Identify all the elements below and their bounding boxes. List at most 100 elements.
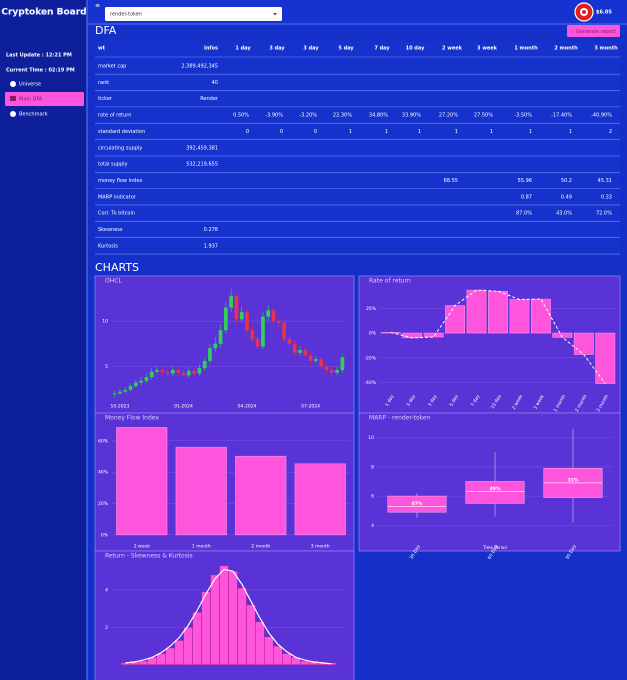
table-cell: 55.96 bbox=[518, 178, 532, 184]
histogram-bar bbox=[183, 627, 193, 666]
histogram-bar bbox=[201, 591, 211, 666]
y-tick-label: 0% bbox=[369, 331, 377, 337]
chart-title: Rate of return bbox=[369, 278, 411, 285]
table-header: 1 month bbox=[514, 46, 538, 52]
y-tick-label: 20% bbox=[366, 306, 377, 312]
row-label: market cap bbox=[98, 64, 126, 70]
token-select-value[interactable]: render-token bbox=[110, 12, 142, 18]
table-header: 2 week bbox=[442, 46, 463, 52]
candle-body bbox=[213, 343, 218, 349]
histogram-bar bbox=[237, 587, 247, 666]
histogram-bar bbox=[246, 604, 256, 666]
x-tick-label: 2 week bbox=[134, 544, 151, 550]
x-axis-label: Time Period bbox=[482, 545, 507, 550]
candle-body bbox=[335, 369, 339, 373]
candle-body bbox=[192, 370, 196, 374]
generate-report-button[interactable] bbox=[567, 25, 620, 37]
table-cell: 22.30% bbox=[333, 113, 352, 119]
candle-body bbox=[128, 386, 133, 390]
table-cell: 68.55 bbox=[444, 178, 458, 184]
candle-body bbox=[298, 350, 302, 353]
chart-title: Return - Skewness & Kurtosis bbox=[105, 553, 193, 560]
candle-body bbox=[329, 369, 334, 373]
candle-body bbox=[144, 377, 149, 381]
nav-active-bg[interactable] bbox=[5, 92, 84, 106]
nav-item-active[interactable]: Main DFA bbox=[19, 97, 43, 103]
table-cell: 27.20% bbox=[439, 113, 458, 119]
row-label: circulating supply bbox=[98, 145, 142, 151]
table-cell: 2 bbox=[609, 129, 612, 135]
row-label: MARP indicator bbox=[98, 194, 137, 200]
table-cell: 0.49 bbox=[561, 194, 572, 200]
table-header: 5 day bbox=[338, 46, 354, 52]
select-arrow bbox=[273, 13, 277, 16]
table-header: 3 week bbox=[477, 46, 498, 52]
table-cell: 1 bbox=[569, 129, 572, 135]
menu-icon[interactable]: ≡ bbox=[95, 3, 100, 10]
table-cell: 50.2 bbox=[561, 178, 572, 184]
trend-line bbox=[390, 289, 606, 384]
table-cell: 27.50% bbox=[474, 113, 493, 119]
histogram-bar bbox=[264, 636, 274, 666]
candle-body bbox=[250, 330, 255, 340]
candle-body bbox=[239, 312, 244, 320]
bar bbox=[445, 305, 465, 334]
histogram-bar bbox=[255, 621, 265, 666]
row-label: money flow index bbox=[98, 178, 142, 184]
x-tick-label: 3 month bbox=[311, 544, 330, 550]
table-header: 2 month bbox=[554, 46, 578, 52]
nav-item[interactable]: Universe bbox=[19, 82, 41, 88]
candle-body bbox=[261, 316, 265, 347]
box-label: 87% bbox=[412, 501, 423, 507]
bar bbox=[531, 298, 551, 334]
table-cell: 0.50% bbox=[233, 113, 249, 119]
nav-item[interactable]: Benchmark bbox=[19, 112, 48, 118]
nav-icon bbox=[10, 96, 16, 101]
box-body bbox=[465, 481, 525, 504]
candle-body bbox=[197, 368, 202, 374]
y-tick-label: 20% bbox=[98, 501, 109, 507]
token-price: $6.05 bbox=[596, 10, 612, 16]
table-cell: -3.50% bbox=[514, 113, 532, 119]
bar bbox=[573, 332, 594, 355]
y-tick-label: 10 bbox=[102, 319, 108, 325]
candle-body bbox=[202, 360, 207, 369]
table-cell: -40.90% bbox=[591, 113, 612, 119]
x-tick-label: 07-2024 bbox=[301, 404, 320, 410]
table-cell: 532,219,655 bbox=[186, 162, 218, 168]
candle-body bbox=[133, 382, 138, 387]
table-cell: 392,459,381 bbox=[186, 145, 218, 151]
y-tick-label: 40% bbox=[98, 470, 109, 476]
token-avatar-core bbox=[582, 10, 586, 14]
candle-body bbox=[324, 366, 329, 370]
y-tick-label: 8 bbox=[371, 464, 374, 470]
table-cell: 72.0% bbox=[596, 211, 612, 217]
table-header: 1 day bbox=[235, 46, 251, 52]
x-tick-label: 2 month bbox=[251, 544, 270, 550]
y-tick-label: -40% bbox=[364, 380, 376, 386]
row-label: ticker bbox=[98, 96, 113, 102]
table-cell: 1 bbox=[418, 129, 421, 135]
chart-panel bbox=[94, 275, 355, 414]
histogram-bar bbox=[138, 660, 149, 666]
histogram-bar bbox=[299, 660, 310, 666]
y-tick-label: 6 bbox=[371, 494, 374, 500]
bar bbox=[116, 427, 168, 536]
table-cell: 0.87 bbox=[521, 194, 532, 200]
histogram-bar bbox=[219, 565, 229, 666]
token-select[interactable] bbox=[105, 7, 282, 21]
histogram-bar bbox=[282, 653, 292, 666]
bar bbox=[175, 446, 227, 536]
y-tick-label: -20% bbox=[364, 355, 376, 361]
generate-report-label[interactable]: Generate report bbox=[576, 29, 616, 35]
x-tick-label: 3 day bbox=[405, 393, 417, 407]
bar bbox=[235, 455, 287, 536]
candle-body bbox=[282, 322, 286, 340]
chart-title: MARP - render-token bbox=[369, 415, 431, 422]
histogram-bar bbox=[156, 653, 167, 666]
bar bbox=[595, 332, 616, 384]
candle-body bbox=[118, 391, 122, 394]
candle-body bbox=[340, 357, 345, 370]
box-label: 49% bbox=[490, 486, 501, 492]
